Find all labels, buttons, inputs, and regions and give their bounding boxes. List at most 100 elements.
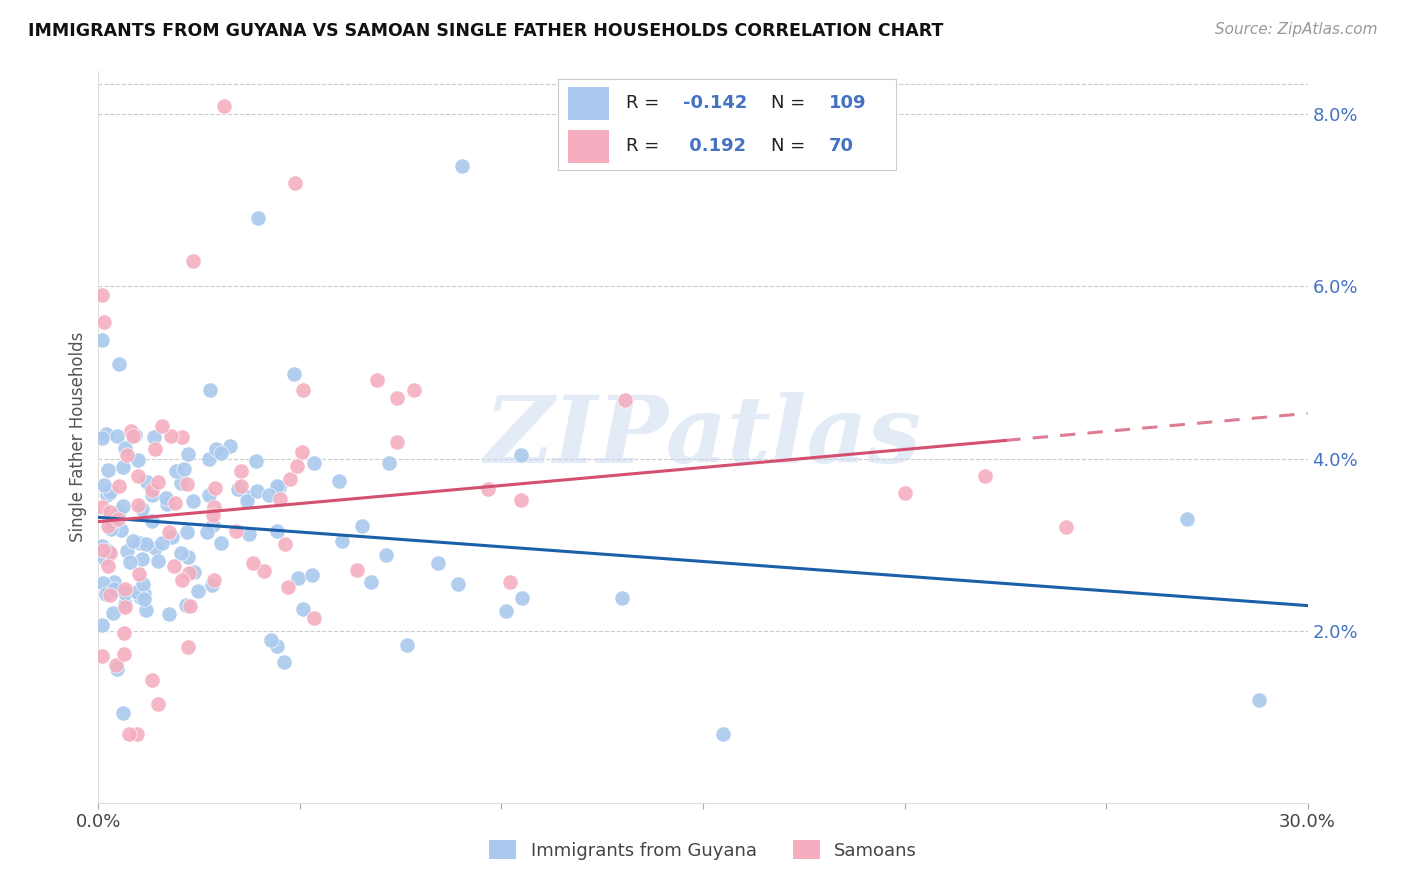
Point <box>122 533 145 548</box>
Point <box>176 524 198 539</box>
Point <box>257 488 280 502</box>
Point <box>202 500 225 515</box>
Point <box>127 453 149 467</box>
Point <box>114 599 136 614</box>
Point <box>177 549 200 564</box>
Point <box>148 697 170 711</box>
Point <box>285 459 308 474</box>
Point <box>114 597 136 611</box>
Point <box>157 607 180 621</box>
Point <box>91 617 114 632</box>
Point <box>893 486 915 500</box>
Point <box>165 496 187 510</box>
Point <box>200 578 222 592</box>
Point <box>477 482 499 496</box>
Point <box>91 288 114 302</box>
Point <box>125 585 148 599</box>
Point <box>141 483 163 497</box>
Point <box>377 456 399 470</box>
Point <box>510 493 533 508</box>
Point <box>155 491 177 505</box>
Point <box>160 429 183 443</box>
Point <box>142 430 165 444</box>
Point <box>304 456 326 470</box>
Point <box>198 452 221 467</box>
Point <box>91 648 114 663</box>
Point <box>246 211 269 225</box>
Point <box>131 501 153 516</box>
Point <box>198 383 221 397</box>
Point <box>273 537 295 551</box>
Point <box>103 575 125 590</box>
Point <box>231 479 253 493</box>
Point <box>426 556 449 570</box>
Point <box>205 442 228 456</box>
Point <box>141 514 163 528</box>
Point <box>177 566 200 580</box>
Point <box>96 558 118 573</box>
Point <box>91 431 114 445</box>
Point <box>218 439 240 453</box>
Point <box>128 567 150 582</box>
Point <box>146 553 169 567</box>
Point <box>229 464 252 478</box>
Point <box>105 428 128 442</box>
Point <box>104 657 127 672</box>
Point <box>510 591 533 605</box>
Text: ZIPatlas: ZIPatlas <box>485 392 921 482</box>
Point <box>163 559 186 574</box>
Point <box>98 588 121 602</box>
Point <box>360 574 382 589</box>
Point <box>93 315 115 329</box>
Point <box>129 536 152 550</box>
Point <box>97 543 120 558</box>
Point <box>112 647 135 661</box>
Point <box>118 555 141 569</box>
Point <box>1054 520 1077 534</box>
Point <box>112 626 135 640</box>
Point <box>118 727 141 741</box>
Point <box>291 444 314 458</box>
Point <box>105 662 128 676</box>
Point <box>93 550 115 565</box>
Point <box>111 500 134 514</box>
Point <box>172 430 194 444</box>
Point <box>328 474 350 488</box>
Point <box>201 508 224 523</box>
Point <box>385 434 408 449</box>
Point <box>108 357 131 371</box>
Text: Source: ZipAtlas.com: Source: ZipAtlas.com <box>1215 22 1378 37</box>
Point <box>97 463 120 477</box>
Point <box>132 586 155 600</box>
Point <box>183 565 205 579</box>
Point <box>278 472 301 486</box>
Point <box>132 591 155 606</box>
Point <box>129 590 152 604</box>
Point <box>346 563 368 577</box>
Point <box>120 424 142 438</box>
Point <box>114 582 136 597</box>
Point <box>201 517 224 532</box>
Point <box>236 490 259 504</box>
Point <box>1175 512 1198 526</box>
Point <box>177 447 200 461</box>
Point <box>269 491 291 506</box>
Text: IMMIGRANTS FROM GUYANA VS SAMOAN SINGLE FATHER HOUSEHOLDS CORRELATION CHART: IMMIGRANTS FROM GUYANA VS SAMOAN SINGLE … <box>28 22 943 40</box>
Point <box>291 602 314 616</box>
Point <box>253 565 276 579</box>
Point <box>202 573 225 587</box>
Point <box>108 479 131 493</box>
Point <box>974 468 997 483</box>
Point <box>176 476 198 491</box>
Point <box>141 488 163 502</box>
Point <box>114 442 136 456</box>
Point <box>100 522 122 536</box>
Point <box>97 519 120 533</box>
Point <box>238 526 260 541</box>
Point <box>260 633 283 648</box>
Point <box>124 427 146 442</box>
Point <box>107 512 129 526</box>
Point <box>711 727 734 741</box>
Point <box>404 383 426 397</box>
Point <box>172 573 194 587</box>
